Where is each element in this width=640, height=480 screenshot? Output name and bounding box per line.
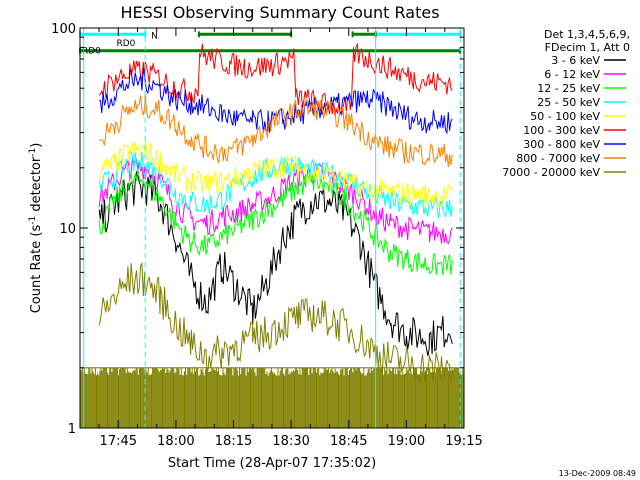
legend-label: 7000 - 20000 keV (502, 166, 600, 179)
y-axis-label-sup2: -1 (28, 148, 38, 157)
x-tick-label: 18:15 (215, 434, 252, 449)
series-line (98, 139, 453, 208)
legend-label: 100 - 300 keV (523, 124, 600, 137)
y-tick-label: 100 (51, 22, 76, 37)
x-tick-label: 18:45 (330, 434, 367, 449)
y-axis-label-end: ) (29, 143, 44, 148)
x-tick-label: 18:30 (272, 434, 309, 449)
x-tick-label: 19:00 (388, 434, 425, 449)
series-line (98, 171, 453, 356)
legend-label: 12 - 25 keV (537, 82, 600, 95)
chart-title: HESSI Observing Summary Count Rates (120, 3, 439, 22)
x-tick-label: 19:15 (445, 434, 482, 449)
y-axis: 1 10 100 (51, 22, 464, 437)
series-line (98, 261, 453, 384)
footer-timestamp: 13-Dec-2009 08:49 (559, 469, 636, 478)
y-axis-label-sup1: -1 (28, 216, 38, 225)
y-tick-label: 10 (59, 222, 76, 237)
legend-label: 800 - 7000 keV (516, 152, 600, 165)
y-axis-label-mid: detector (29, 156, 44, 216)
status-label-n: N (151, 31, 158, 41)
legend-label: 25 - 50 keV (537, 96, 600, 109)
y-tick-label: 1 (68, 422, 76, 437)
x-axis: 17:45 18:00 18:15 18:30 18:45 19:00 19:15 (98, 28, 483, 449)
y-axis-label: Count Rate (s-1 detector-1) (28, 143, 44, 314)
x-tick-label: 17:45 (100, 434, 137, 449)
legend-label: 3 - 6 keV (551, 54, 600, 67)
legend-label: 300 - 800 keV (523, 138, 600, 151)
series-line (98, 42, 453, 117)
series-line (98, 156, 453, 245)
status-label-rd0: RD0 (116, 39, 135, 49)
status-label-rd0-lower: RD0 (82, 47, 101, 57)
legend: Det 1,3,4,5,6,9,FDecim 1, Att 03 - 6 keV… (502, 28, 630, 179)
series-line (99, 93, 453, 168)
legend-header: Det 1,3,4,5,6,9, (544, 28, 630, 41)
y-axis-label-main: Count Rate (s (29, 225, 44, 314)
x-tick-label: 18:00 (157, 434, 194, 449)
x-axis-label: Start Time (28-Apr-07 17:35:02) (168, 456, 376, 471)
series-line (98, 169, 453, 276)
legend-label: 50 - 100 keV (530, 110, 600, 123)
plot-area: N RD0 RD0 (79, 28, 465, 428)
legend-label: 6 - 12 keV (544, 68, 600, 81)
legend-header: FDecim 1, Att 0 (545, 41, 630, 54)
